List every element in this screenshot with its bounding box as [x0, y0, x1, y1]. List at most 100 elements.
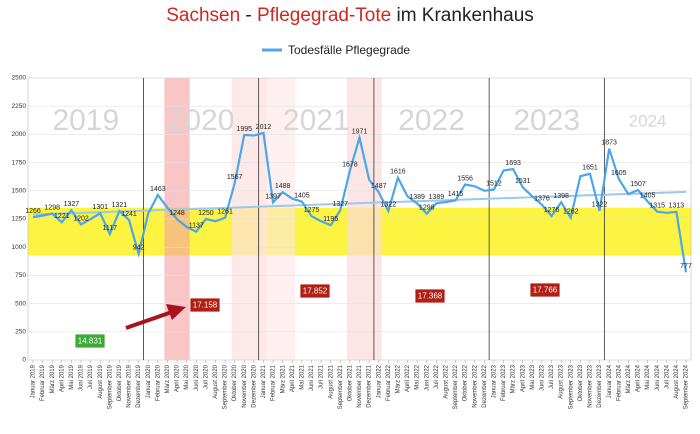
x-tick-label: April 2020 [175, 364, 181, 392]
series-line [32, 131, 688, 273]
x-tick-label: August 2019 [98, 364, 104, 398]
data-label: 1389 [429, 194, 445, 201]
year-label: 2021 [283, 104, 350, 137]
x-tick-label: September 2024 [684, 364, 690, 409]
x-tick-label: August 2023 [559, 364, 565, 398]
title-part: im Krankenhaus [391, 5, 534, 26]
data-label: 1405 [294, 192, 310, 199]
data-label: 1327 [333, 201, 349, 208]
x-tick-label: November 2019 [127, 364, 133, 407]
data-label: 1241 [121, 211, 137, 218]
x-tick-label: November 2021 [357, 364, 363, 407]
data-label: 1248 [169, 210, 185, 217]
data-label: 1221 [54, 213, 70, 220]
x-tick-label: November 2020 [242, 364, 248, 407]
annotation-text: 17.766 [533, 286, 558, 295]
x-tick-label: Juli 2022 [434, 364, 440, 389]
data-label: 1995 [236, 126, 252, 133]
x-tick-label: Dezember 2020 [251, 364, 257, 407]
x-tick-label: August 2020 [213, 364, 219, 398]
x-tick-label: März 2022 [395, 364, 401, 393]
data-label: 1488 [275, 183, 291, 190]
y-tick-label: 750 [15, 272, 26, 279]
x-tick-label: März 2021 [280, 364, 286, 393]
title-part: - [240, 5, 257, 26]
data-label: 1322 [592, 202, 608, 209]
x-tick-label: Mai 2021 [299, 364, 305, 389]
annotation-text: 17.852 [303, 287, 328, 296]
y-tick-label: 2250 [12, 103, 27, 110]
annotation-box [74, 333, 106, 349]
y-tick-label: 2000 [12, 131, 27, 138]
year-label: 2023 [513, 104, 580, 137]
x-tick-label: Juli 2020 [203, 364, 209, 389]
data-label: 1321 [112, 202, 128, 209]
x-tick-label: Juli 2023 [549, 364, 555, 389]
data-label: 2012 [256, 124, 272, 131]
x-tick-label: August 2024 [674, 364, 680, 398]
x-tick-label: Juni 2023 [540, 364, 546, 391]
annotation-box [189, 297, 221, 313]
x-tick-label: März 2024 [626, 364, 632, 393]
data-label: 942 [133, 245, 145, 252]
x-tick-label: Dezember 2022 [482, 364, 488, 407]
y-tick-label: 0 [22, 357, 26, 364]
x-tick-label: Dezember 2019 [136, 364, 142, 407]
trend-line [32, 190, 687, 216]
data-label: 1376 [534, 196, 550, 203]
x-tick-label: Januar 2024 [607, 364, 613, 398]
x-tick-label: April 2019 [59, 364, 65, 392]
x-tick-label: April 2023 [520, 364, 526, 392]
data-label: 1137 [189, 223, 204, 230]
data-label: 1405 [640, 192, 656, 199]
x-tick-label: Oktober 2021 [347, 364, 353, 401]
x-tick-label: August 2022 [444, 364, 450, 398]
x-tick-label: März 2020 [165, 364, 171, 393]
y-tick-label: 1500 [12, 188, 27, 195]
x-tick-label: September 2021 [338, 364, 344, 409]
data-label: 1605 [611, 170, 627, 177]
data-label: 1487 [371, 183, 387, 190]
arrow-head [166, 304, 186, 320]
x-tick-label: Juli 2024 [664, 364, 670, 389]
data-label: 1971 [352, 129, 368, 136]
annotation-box [529, 282, 561, 298]
x-tick-label: Oktober 2023 [578, 364, 584, 401]
x-tick-label: Juli 2021 [319, 364, 325, 389]
y-tick-label: 1750 [12, 159, 27, 166]
x-tick-label: Februar 2023 [501, 364, 507, 401]
x-tick-label: Februar 2019 [40, 364, 46, 401]
annotation-text: 17.368 [418, 292, 443, 301]
year-label: 2020 [168, 104, 235, 137]
data-label: 1415 [448, 191, 464, 198]
data-label: 1315 [649, 203, 665, 210]
annotation-text: 17.158 [193, 301, 218, 310]
x-tick-label: Februar 2020 [155, 364, 161, 401]
data-label: 1276 [544, 207, 560, 214]
y-tick-label: 500 [15, 300, 26, 307]
x-tick-label: Juni 2021 [309, 364, 315, 391]
x-tick-label: Januar 2020 [146, 364, 152, 398]
chart-title: Sachsen - Pflegegrad-Tote im Krankenhaus [166, 5, 534, 26]
data-label: 1261 [217, 209, 233, 216]
x-tick-label: Mai 2023 [530, 364, 536, 389]
data-label: 1202 [73, 215, 89, 222]
x-tick-label: November 2023 [588, 364, 594, 407]
data-label: 1398 [553, 193, 569, 200]
x-tick-label: Mai 2024 [645, 364, 651, 389]
y-tick-label: 1250 [12, 216, 27, 223]
data-label: 1266 [25, 208, 41, 215]
x-tick-label: Januar 2022 [376, 364, 382, 398]
legend-label: Todesfälle Pflegegrade [288, 43, 410, 57]
data-label: 1507 [630, 181, 646, 188]
x-tick-label: Dezember 2021 [367, 364, 373, 407]
data-label: 1567 [227, 174, 243, 181]
x-tick-label: Juni 2019 [79, 364, 85, 391]
x-tick-label: Juni 2020 [194, 364, 200, 391]
x-tick-label: Januar 2019 [31, 364, 37, 398]
year-label: 2019 [52, 104, 119, 137]
data-label: 1873 [601, 140, 617, 147]
x-tick-label: September 2022 [453, 364, 459, 409]
x-tick-label: April 2024 [636, 364, 642, 392]
